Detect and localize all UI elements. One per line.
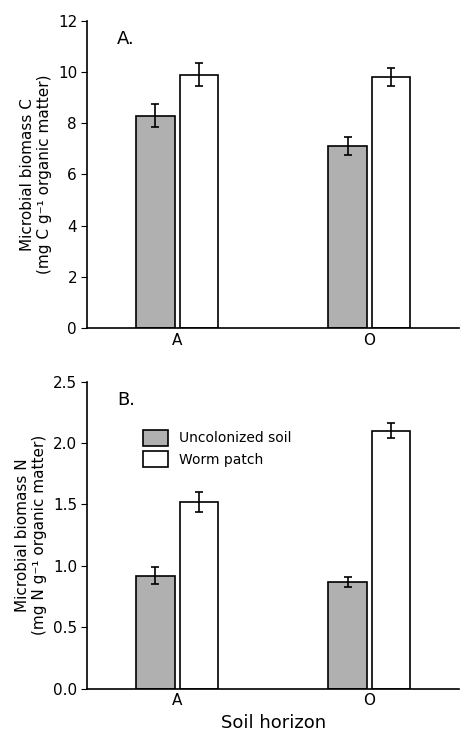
- Text: B.: B.: [117, 391, 135, 409]
- Bar: [372, 77, 410, 328]
- Y-axis label: Microbial biomass C
(mg C g⁻¹ organic matter): Microbial biomass C (mg C g⁻¹ organic ma…: [20, 75, 52, 274]
- X-axis label: Soil horizon: Soil horizon: [221, 714, 326, 732]
- Bar: [136, 576, 174, 689]
- Bar: [180, 502, 218, 689]
- Bar: [328, 582, 367, 689]
- Bar: [136, 116, 174, 328]
- Bar: [372, 431, 410, 689]
- Text: A.: A.: [117, 30, 135, 49]
- Legend: Uncolonized soil, Worm patch: Uncolonized soil, Worm patch: [139, 425, 296, 471]
- Bar: [180, 75, 218, 328]
- Y-axis label: Microbial biomass N
(mg N g⁻¹ organic matter): Microbial biomass N (mg N g⁻¹ organic ma…: [15, 435, 47, 635]
- Bar: [328, 146, 367, 328]
